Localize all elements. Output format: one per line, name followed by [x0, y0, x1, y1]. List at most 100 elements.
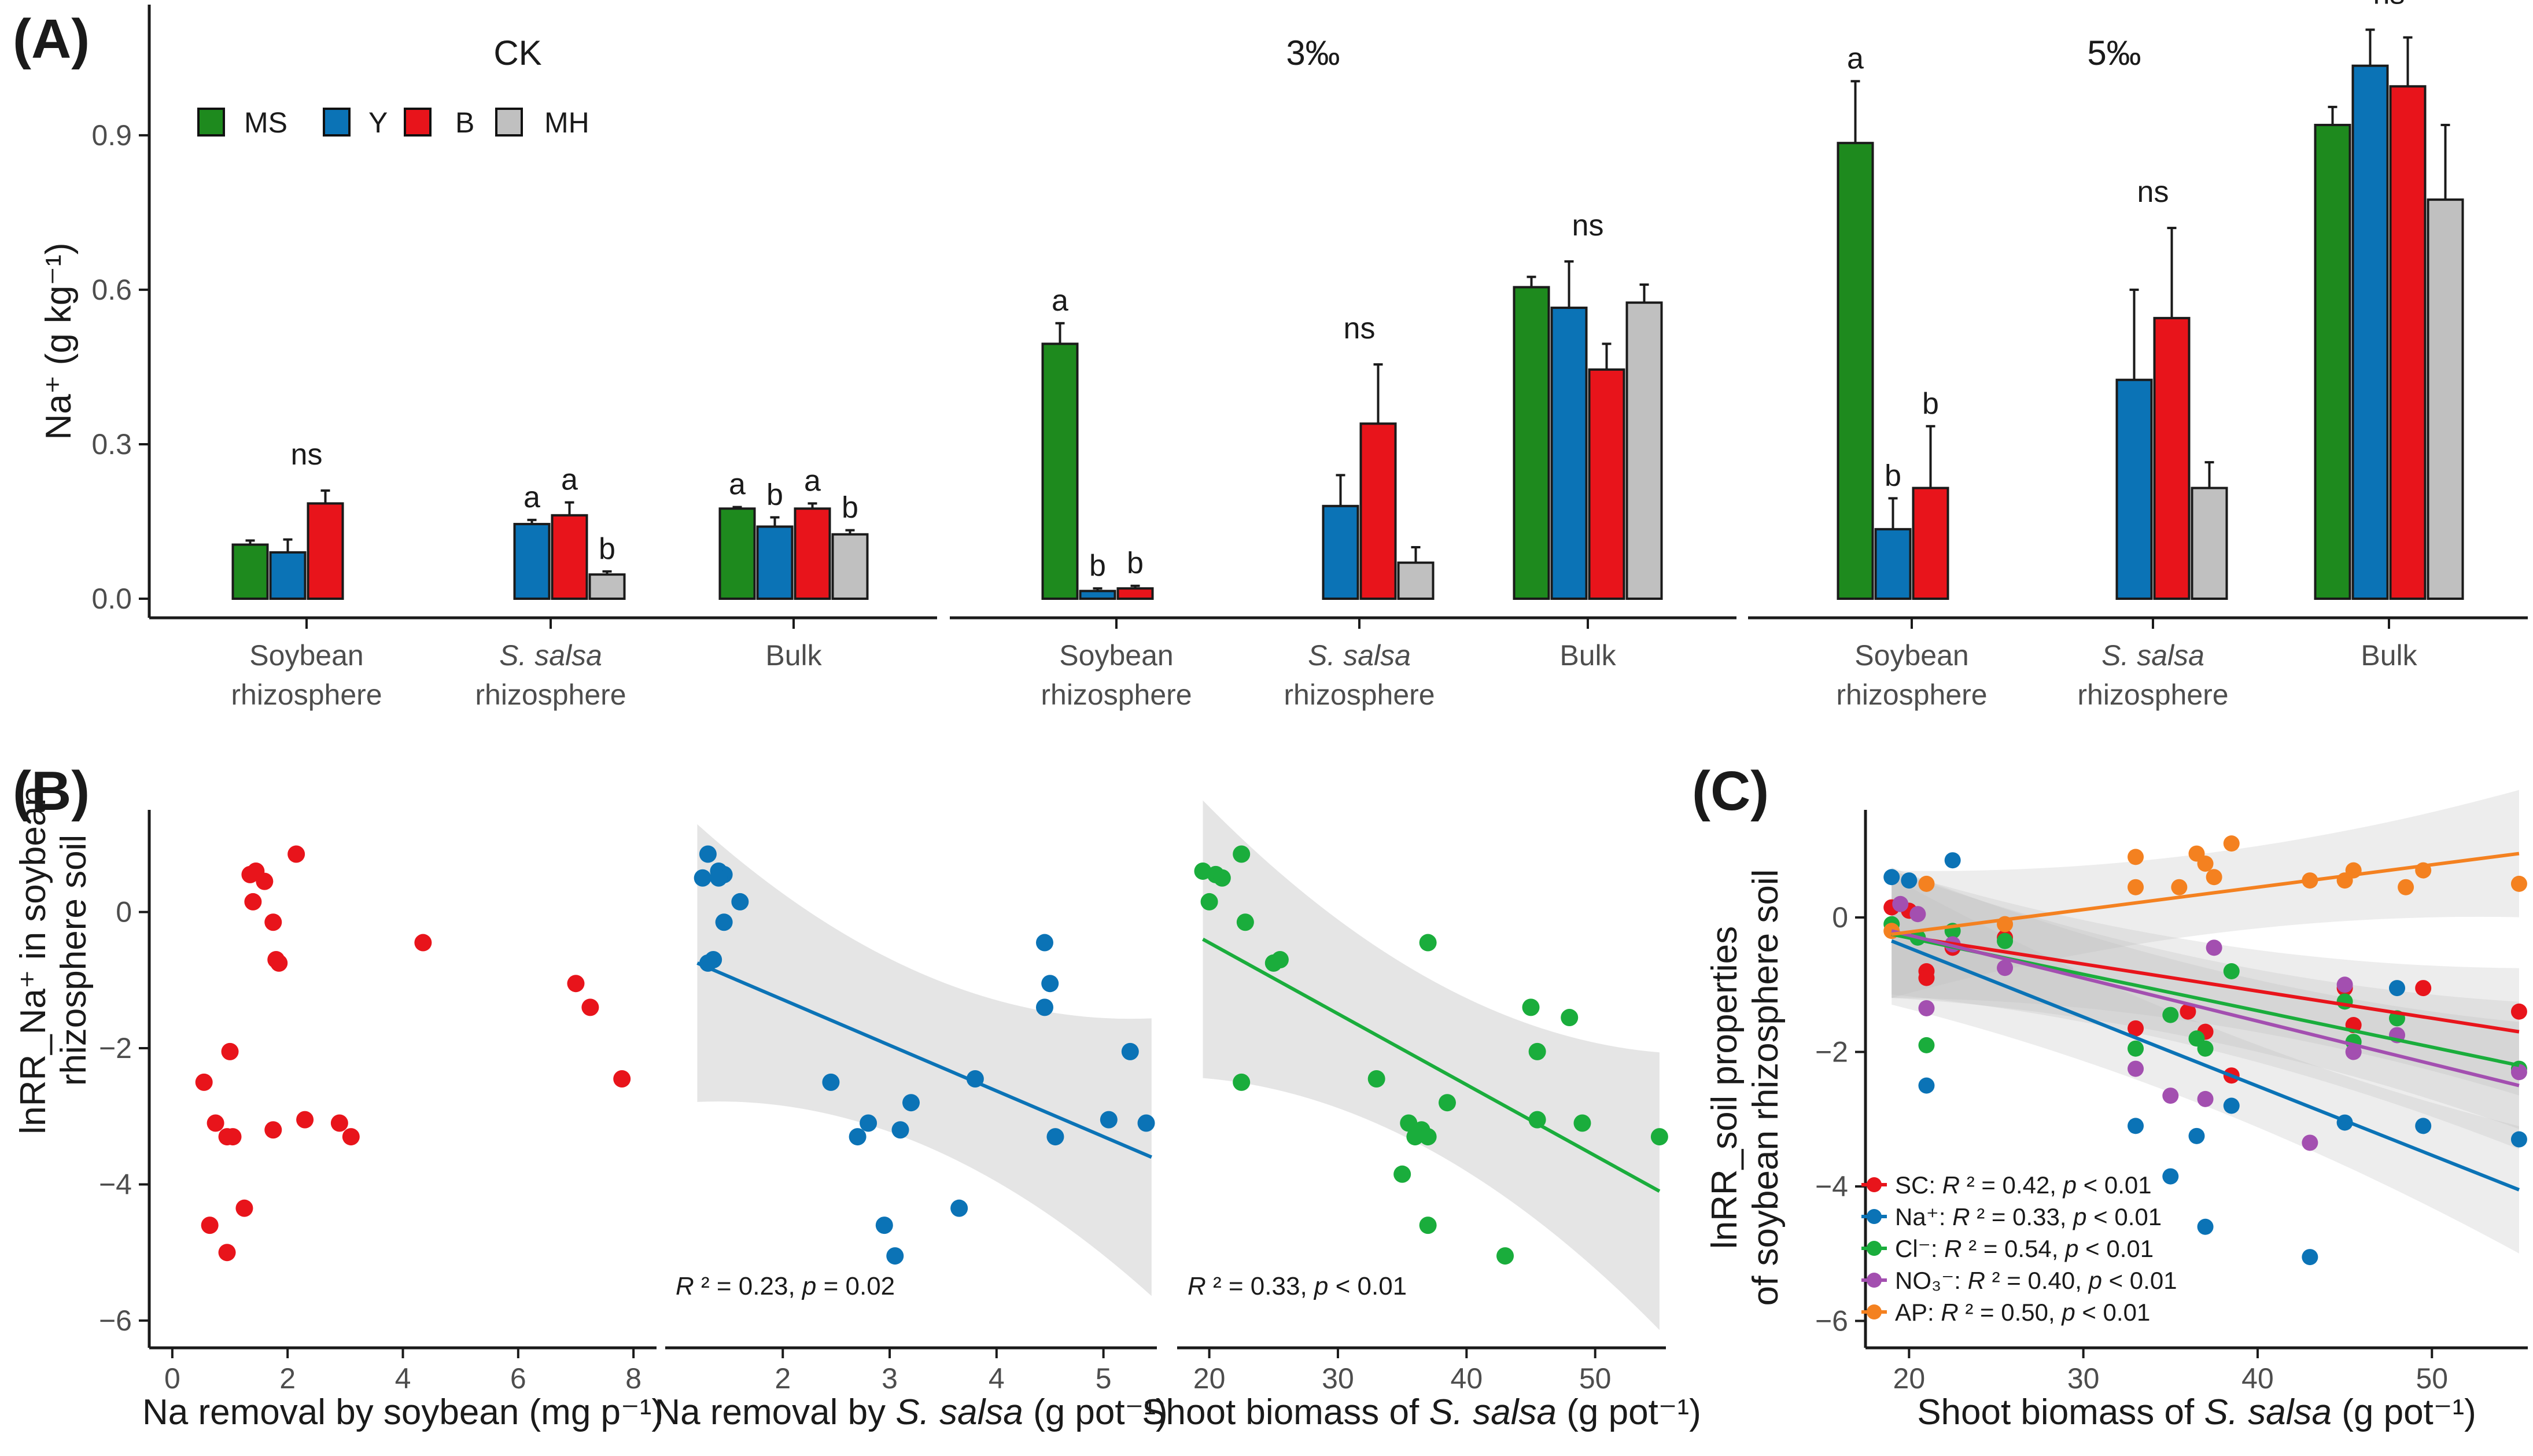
panel-a-y-tick-label: 0.6: [91, 274, 132, 306]
data-point-AP: [2128, 879, 2144, 895]
panel-a-group-label-line2: rhizosphere: [1041, 679, 1192, 711]
regression-stat: R ² = 0.33, p < 0.01: [1188, 1272, 1407, 1300]
data-point: [694, 869, 711, 887]
panel-a-group-label: Bulk: [765, 639, 822, 672]
data-point-NO₃⁻: [1892, 895, 1909, 912]
data-point: [1100, 1111, 1118, 1129]
panel-label-b: (B): [13, 760, 90, 822]
data-point: [1438, 1094, 1456, 1112]
panel-label-a: (A): [13, 8, 90, 70]
data-point: [1573, 1114, 1591, 1132]
panel-b-x-tick-label: 30: [1322, 1362, 1354, 1395]
data-point: [950, 1199, 968, 1217]
legend-label-b: B: [455, 106, 474, 139]
data-point-Na⁺: [1901, 872, 1918, 889]
stat-part: ² = 0.23,: [694, 1272, 802, 1300]
x-title-part: Na removal by: [654, 1392, 895, 1432]
data-point: [886, 1247, 904, 1265]
panel-c-x-axis-title: Shoot biomass of S. salsa (g pot⁻¹): [1917, 1392, 2476, 1432]
data-point-Na⁺: [2223, 1097, 2240, 1114]
data-point-NO₃⁻: [1997, 960, 2014, 976]
significance-ns: ns: [291, 438, 323, 471]
facet-title-5permil: 5‰: [2087, 34, 2141, 72]
bar-b: [2153, 316, 2191, 600]
bar-y: [756, 525, 794, 600]
legend-entry-Cl⁻: Cl⁻: R ² = 0.54, p < 0.01: [1895, 1235, 2154, 1262]
regression-line: [696, 961, 1152, 1159]
panel-a-group-label-line2: rhizosphere: [1836, 679, 1987, 711]
significance-letter: b: [1127, 547, 1144, 580]
data-point: [241, 865, 259, 883]
data-point-NO₃⁻: [2345, 1044, 2362, 1060]
data-point: [195, 1073, 213, 1091]
panel-c-scatter: lnRR_soil properties of soybean rhizosph…: [1705, 790, 2528, 1432]
data-point: [891, 1121, 909, 1139]
regression-line-NO₃⁻: [1891, 929, 2520, 1088]
data-point: [1528, 1042, 1546, 1060]
significance-ns: ns: [2373, 0, 2405, 10]
panel-b-x-tick-label: 20: [1193, 1362, 1226, 1395]
panel-a-group-label-line2: rhizosphere: [475, 679, 626, 711]
legend-r2-value: ² = 0.50,: [1959, 1299, 2062, 1326]
legend-series-name: Na⁺:: [1895, 1203, 1952, 1230]
bar-b: [551, 514, 588, 600]
panel-b-x-axis-title: Shoot biomass of S. salsa (g pot⁻¹): [1142, 1392, 1701, 1432]
panel-b-y-axis-title-line1: lnRR_Na⁺ in soybean: [13, 786, 53, 1134]
panel-a-group-label-line2: rhizosphere: [231, 679, 382, 711]
bar-mh: [1397, 561, 1435, 600]
data-point: [1406, 1128, 1424, 1146]
data-point: [1233, 845, 1251, 863]
significance-letter: b: [766, 478, 783, 511]
data-point: [256, 872, 274, 890]
significance-letter: a: [1052, 284, 1068, 318]
data-point-NO₃⁻: [1909, 906, 1926, 923]
data-point: [1400, 1114, 1418, 1132]
panel-c-y-tick-label: −2: [1815, 1036, 1848, 1068]
data-point: [731, 893, 749, 911]
data-point: [1213, 869, 1231, 887]
data-point-Cl⁻: [2128, 1040, 2144, 1057]
data-point-Na⁺: [1944, 852, 1961, 869]
data-point-NO₃⁻: [2128, 1060, 2144, 1077]
panel-b-y-axis-title-line2: rhizosphere soil: [54, 835, 94, 1086]
panel-b-x-axis-title: Na removal by soybean (mg p⁻¹): [142, 1392, 663, 1432]
legend-r: R: [1968, 1267, 1985, 1294]
regression-line-AP: [1891, 852, 2520, 937]
legend-p: p: [2062, 1171, 2077, 1199]
panel-b-x-tick-label: 2: [775, 1362, 791, 1395]
bar-mh: [2191, 486, 2228, 600]
data-point: [1121, 1042, 1139, 1060]
data-point: [207, 1114, 224, 1132]
legend-r2-value: ² = 0.40,: [1985, 1267, 2089, 1294]
regression-line-SC: [1891, 932, 2520, 1034]
significance-letter: a: [561, 463, 578, 497]
legend-key-b: [404, 108, 432, 137]
data-point: [244, 893, 262, 911]
data-point: [1137, 1114, 1155, 1132]
data-point-NO₃⁻: [2206, 939, 2222, 956]
stat-part: R: [676, 1272, 694, 1300]
panel-a-group-label: S. salsa: [1308, 639, 1411, 672]
panel-b-x-axis-title: Na removal by S. salsa (g pot⁻¹): [654, 1392, 1167, 1432]
panel-b-x-tick-label: 3: [882, 1362, 898, 1395]
data-point: [218, 1244, 236, 1262]
data-point-SC: [2415, 980, 2432, 997]
data-point: [1419, 1128, 1437, 1146]
panel-b-y-tick-label: −4: [99, 1168, 132, 1200]
bar-b: [1588, 368, 1625, 600]
x-title-species: S. salsa: [1429, 1392, 1557, 1432]
legend-entry-AP: AP: R ² = 0.50, p < 0.01: [1895, 1299, 2150, 1326]
legend-entry-SC: SC: R ² = 0.42, p < 0.01: [1895, 1171, 2152, 1199]
data-point: [296, 1111, 314, 1129]
legend-r: R: [1944, 1235, 1961, 1262]
x-title-part: (g pot⁻¹): [2332, 1392, 2476, 1432]
data-point: [710, 869, 728, 887]
bar-ms: [1041, 342, 1079, 600]
legend-r: R: [1942, 1171, 1960, 1199]
panel-c-x-tick-label: 50: [2416, 1362, 2448, 1395]
data-point-Na⁺: [2162, 1168, 2179, 1185]
data-point-Cl⁻: [1997, 932, 2014, 949]
significance-letter: a: [1847, 42, 1864, 75]
data-point-Na⁺: [2510, 1131, 2527, 1148]
